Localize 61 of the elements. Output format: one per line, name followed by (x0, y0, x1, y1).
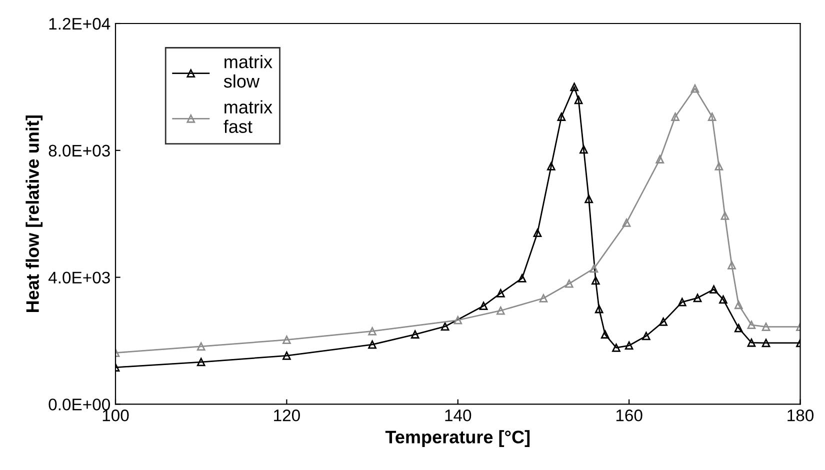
point (496, 306, 505, 315)
y-tick-label: 0.0E+00 (48, 398, 110, 410)
point (496, 288, 505, 298)
point (642, 332, 650, 340)
y-tick-label: 4.0E+03 (48, 272, 110, 284)
point (762, 322, 770, 331)
x-tick-label: 100 (102, 410, 129, 422)
point (368, 340, 376, 349)
point (584, 194, 593, 204)
point (734, 300, 743, 310)
point (600, 330, 610, 339)
point (547, 162, 556, 170)
point (659, 318, 668, 326)
legend-label: matrix fast (224, 100, 272, 133)
y-axis-title: Heat flow [relative unit] (26, 116, 43, 312)
point (622, 218, 631, 227)
point (564, 279, 574, 288)
y-tick-label: 1.2E+04 (49, 18, 110, 30)
point (574, 96, 583, 104)
point (671, 112, 680, 121)
point (656, 155, 664, 164)
x-tick-label: 140 (445, 410, 472, 422)
legend-label: matrix slow (224, 54, 272, 88)
x-tick-label: 160 (616, 410, 642, 422)
point (728, 261, 736, 270)
point (624, 341, 634, 350)
point (282, 351, 291, 360)
x-axis-title: Temperature [°C] (385, 430, 530, 447)
point (734, 324, 743, 332)
point (592, 276, 600, 285)
point (539, 294, 548, 302)
point (762, 338, 770, 348)
point (720, 212, 730, 220)
point (454, 316, 462, 324)
point (747, 320, 756, 330)
y-tick-label: 8.0E+03 (48, 144, 110, 157)
point (518, 274, 526, 282)
point (368, 327, 376, 336)
point (196, 342, 206, 351)
point (708, 112, 716, 121)
point (570, 82, 578, 92)
point (612, 344, 620, 352)
point (690, 84, 700, 93)
point (557, 112, 566, 121)
point (440, 322, 450, 331)
point (479, 302, 488, 310)
point (747, 338, 756, 347)
point (282, 336, 291, 344)
point (678, 298, 686, 306)
point (533, 228, 542, 238)
point (594, 304, 604, 314)
point (719, 295, 728, 304)
point (196, 358, 206, 366)
point (714, 162, 724, 170)
point (693, 294, 702, 302)
point (710, 285, 718, 294)
point (580, 145, 588, 154)
x-tick-label: 180 (788, 410, 814, 422)
point (410, 330, 420, 339)
point (590, 264, 598, 273)
x-tick-label: 120 (274, 410, 300, 422)
